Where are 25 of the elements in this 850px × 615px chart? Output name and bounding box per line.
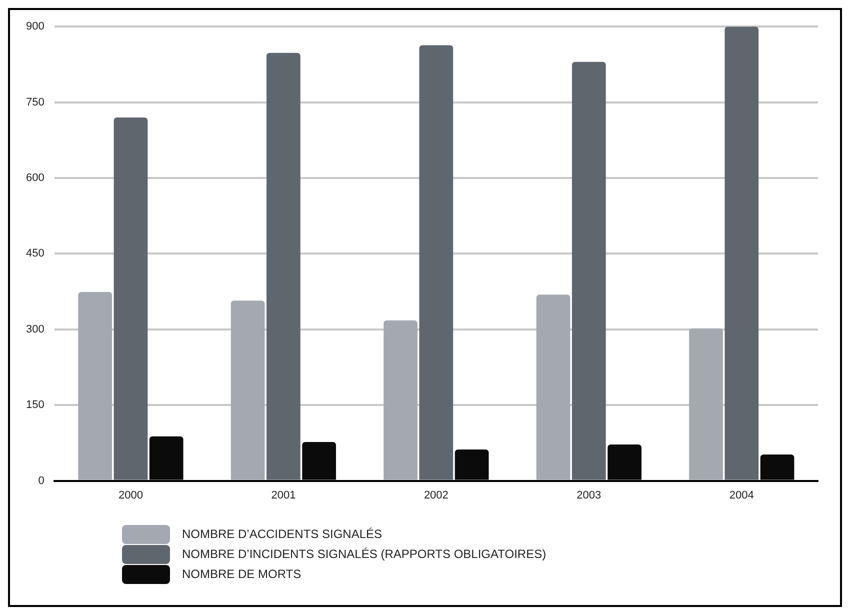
y-tick-label: 150 <box>26 399 44 412</box>
bar <box>384 320 418 480</box>
x-tick-label: 2003 <box>576 489 602 502</box>
y-tick-label: 300 <box>26 323 44 336</box>
x-tick-label: 2002 <box>424 489 448 502</box>
y-tick-label: 900 <box>26 20 44 33</box>
bar <box>419 45 454 480</box>
bar <box>78 292 112 480</box>
legend-label: NOMBRE D’INCIDENTS SIGNALÉS (RAPPORTS OBLIGATOIRES) <box>182 547 546 561</box>
x-tick-label: 2000 <box>118 489 143 502</box>
bar <box>689 328 723 480</box>
bar <box>724 26 759 480</box>
x-tick-label: 2001 <box>271 489 296 502</box>
bar <box>114 117 148 480</box>
y-tick-label: 750 <box>26 96 44 108</box>
legend-label: NOMBRE DE MORTS <box>182 567 302 581</box>
bar <box>572 62 606 480</box>
bar <box>536 294 570 480</box>
y-tick-label: 450 <box>26 248 44 260</box>
bar <box>266 52 300 480</box>
x-tick-label: 2004 <box>729 489 754 502</box>
legend-label: NOMBRE D’ACCIDENTS SIGNALÉS <box>182 527 382 541</box>
y-tick-label: 600 <box>26 172 44 184</box>
y-tick-label: 0 <box>38 474 44 487</box>
bar <box>230 300 265 480</box>
